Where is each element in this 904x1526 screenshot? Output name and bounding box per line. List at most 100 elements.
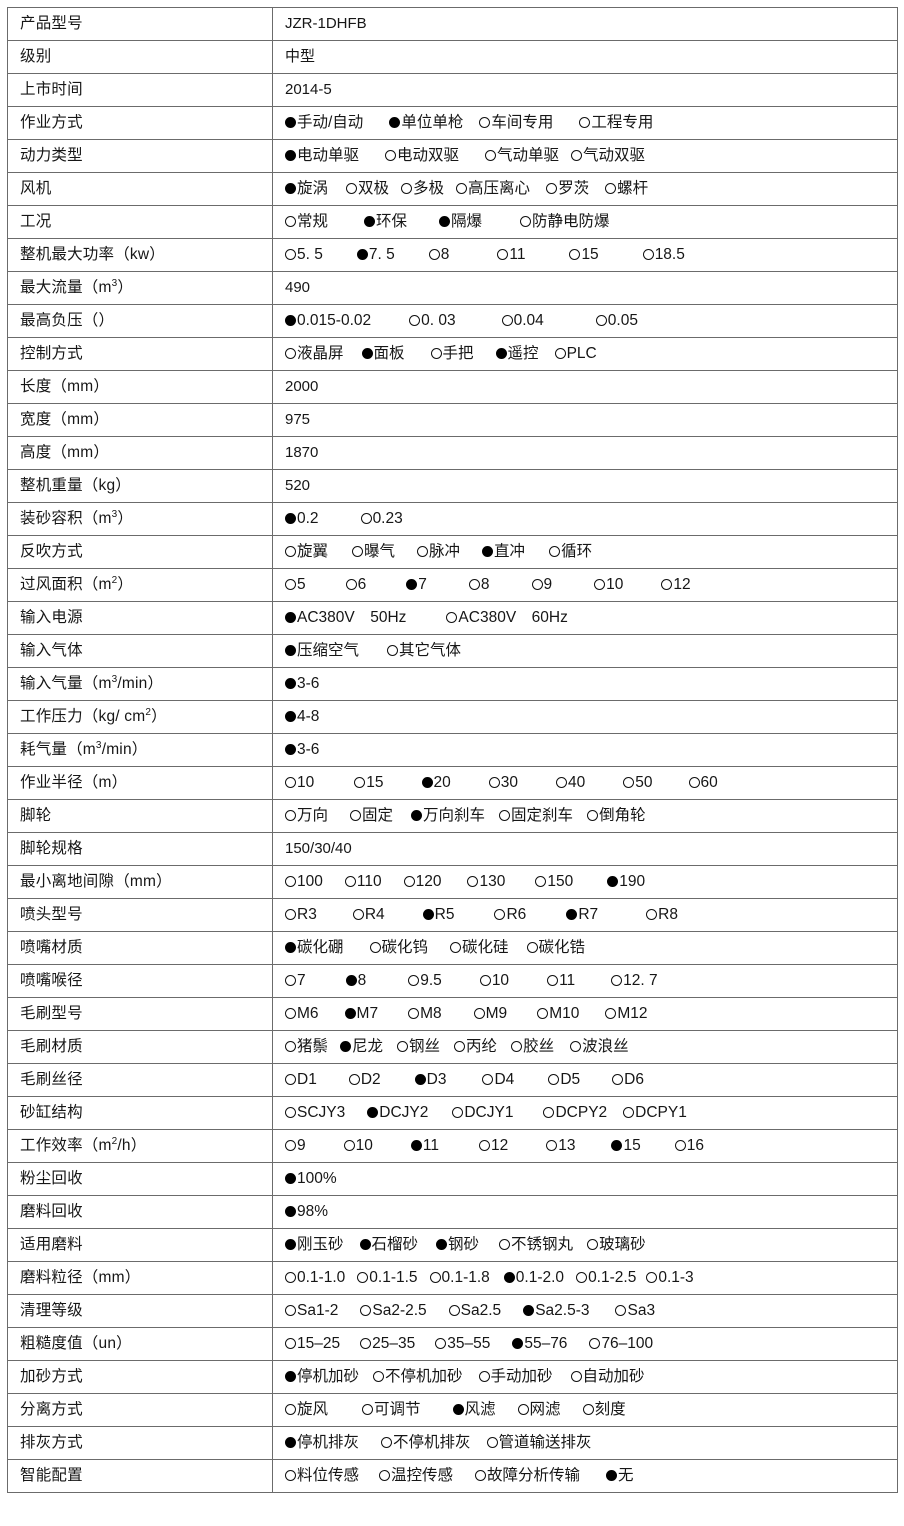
radio-filled-icon[interactable] — [512, 1338, 524, 1350]
option-unselected[interactable]: 16 — [674, 1136, 704, 1155]
option-unselected[interactable]: 130 — [467, 872, 505, 891]
radio-empty-icon[interactable] — [354, 777, 366, 789]
option-unselected[interactable]: 丙纶 — [454, 1037, 497, 1056]
radio-filled-icon[interactable] — [364, 216, 376, 228]
radio-empty-icon[interactable] — [369, 942, 381, 954]
radio-filled-icon[interactable] — [414, 1074, 426, 1086]
option-unselected[interactable]: Sa2.5 — [448, 1301, 501, 1320]
option-unselected[interactable]: 万向 — [285, 806, 328, 825]
option-selected[interactable]: 电动单驱 — [285, 146, 359, 165]
radio-empty-icon[interactable] — [485, 150, 497, 162]
option-selected[interactable]: 停机排灰 — [285, 1433, 359, 1452]
radio-filled-icon[interactable] — [285, 150, 296, 162]
option-selected[interactable]: 无 — [606, 1466, 634, 1485]
option-selected[interactable]: R7 — [566, 905, 598, 924]
radio-empty-icon[interactable] — [448, 1305, 460, 1317]
option-selected[interactable]: 0.015-0.02 — [285, 311, 371, 330]
option-unselected[interactable]: 不停机加砂 — [373, 1367, 463, 1386]
radio-empty-icon[interactable] — [479, 117, 491, 129]
radio-empty-icon[interactable] — [482, 1074, 494, 1086]
option-selected[interactable]: 20 — [421, 773, 451, 792]
radio-empty-icon[interactable] — [499, 1239, 511, 1251]
option-unselected[interactable]: R6 — [494, 905, 526, 924]
radio-filled-icon[interactable] — [285, 711, 296, 723]
option-unselected[interactable]: 150 — [535, 872, 573, 891]
option-selected[interactable]: M7 — [344, 1004, 378, 1023]
radio-empty-icon[interactable] — [646, 1272, 658, 1284]
option-unselected[interactable]: 手把 — [430, 344, 474, 363]
option-unselected[interactable]: 10 — [479, 971, 509, 990]
radio-empty-icon[interactable] — [526, 942, 538, 954]
radio-filled-icon[interactable] — [285, 645, 296, 657]
option-unselected[interactable]: 0.04 — [501, 311, 544, 330]
option-unselected[interactable]: 其它气体 — [387, 641, 461, 660]
radio-empty-icon[interactable] — [674, 1140, 686, 1152]
radio-empty-icon[interactable] — [605, 183, 617, 195]
option-unselected[interactable]: 40 — [556, 773, 585, 792]
radio-filled-icon[interactable] — [436, 1239, 448, 1251]
radio-empty-icon[interactable] — [535, 876, 547, 888]
option-unselected[interactable]: 13 — [546, 1136, 575, 1155]
radio-empty-icon[interactable] — [587, 1239, 599, 1251]
option-unselected[interactable]: 不停机排灰 — [381, 1433, 471, 1452]
option-selected[interactable]: 隔爆 — [439, 212, 482, 231]
radio-filled-icon[interactable] — [411, 810, 423, 822]
radio-empty-icon[interactable] — [408, 1008, 420, 1020]
option-unselected[interactable]: 气动双驱 — [571, 146, 645, 165]
option-unselected[interactable]: 18.5 — [642, 245, 685, 264]
radio-empty-icon[interactable] — [409, 315, 421, 327]
radio-filled-icon[interactable] — [285, 1371, 296, 1383]
option-selected[interactable]: Sa2.5-3 — [523, 1301, 589, 1320]
radio-filled-icon[interactable] — [495, 348, 507, 360]
radio-filled-icon[interactable] — [285, 1173, 296, 1185]
radio-empty-icon[interactable] — [479, 975, 491, 987]
option-unselected[interactable]: 螺杆 — [605, 179, 648, 198]
radio-filled-icon[interactable] — [406, 579, 418, 591]
option-unselected[interactable]: 故障分析传输 — [475, 1466, 580, 1485]
radio-empty-icon[interactable] — [285, 1338, 296, 1350]
option-selected[interactable]: 石榴砂 — [359, 1235, 418, 1254]
radio-empty-icon[interactable] — [615, 1305, 627, 1317]
radio-filled-icon[interactable] — [367, 1107, 379, 1119]
option-unselected[interactable]: 管道输送排灰 — [486, 1433, 592, 1452]
option-unselected[interactable]: 76–100 — [589, 1334, 653, 1353]
option-unselected[interactable]: DCPY2 — [543, 1103, 607, 1122]
option-selected[interactable]: 万向刹车 — [411, 806, 485, 825]
option-unselected[interactable]: 脉冲 — [417, 542, 460, 561]
radio-empty-icon[interactable] — [285, 249, 296, 261]
option-unselected[interactable]: 车间专用 — [479, 113, 553, 132]
option-unselected[interactable]: 旋翼 — [285, 542, 328, 561]
radio-empty-icon[interactable] — [446, 612, 458, 624]
option-selected[interactable]: 旋涡 — [285, 179, 328, 198]
radio-empty-icon[interactable] — [579, 117, 591, 129]
option-unselected[interactable]: M9 — [473, 1004, 507, 1023]
radio-empty-icon[interactable] — [452, 1107, 464, 1119]
radio-empty-icon[interactable] — [569, 249, 581, 261]
option-unselected[interactable]: 玻璃砂 — [587, 1235, 646, 1254]
option-unselected[interactable]: 25–35 — [360, 1334, 415, 1353]
radio-empty-icon[interactable] — [612, 1074, 624, 1086]
option-unselected[interactable]: 5. 5 — [285, 245, 323, 264]
radio-empty-icon[interactable] — [360, 1305, 372, 1317]
radio-empty-icon[interactable] — [408, 975, 420, 987]
radio-filled-icon[interactable] — [285, 315, 296, 327]
radio-empty-icon[interactable] — [488, 777, 500, 789]
radio-empty-icon[interactable] — [570, 1041, 582, 1053]
radio-empty-icon[interactable] — [285, 1140, 296, 1152]
radio-filled-icon[interactable] — [285, 744, 296, 756]
option-unselected[interactable]: 刻度 — [582, 1400, 626, 1419]
option-unselected[interactable]: 8 — [428, 245, 449, 264]
option-selected[interactable]: 面板 — [361, 344, 405, 363]
option-selected[interactable]: 风滤 — [452, 1400, 496, 1419]
option-unselected[interactable]: 9 — [285, 1136, 306, 1155]
option-unselected[interactable]: 工程专用 — [579, 113, 653, 132]
option-unselected[interactable]: 0.1-2.5 — [576, 1268, 636, 1287]
option-unselected[interactable]: 0. 03 — [409, 311, 456, 330]
radio-empty-icon[interactable] — [385, 150, 397, 162]
radio-empty-icon[interactable] — [362, 1404, 374, 1416]
radio-filled-icon[interactable] — [422, 909, 434, 921]
radio-empty-icon[interactable] — [543, 1107, 555, 1119]
radio-filled-icon[interactable] — [344, 1008, 356, 1020]
option-unselected[interactable]: 双极 — [346, 179, 389, 198]
radio-empty-icon[interactable] — [571, 150, 583, 162]
